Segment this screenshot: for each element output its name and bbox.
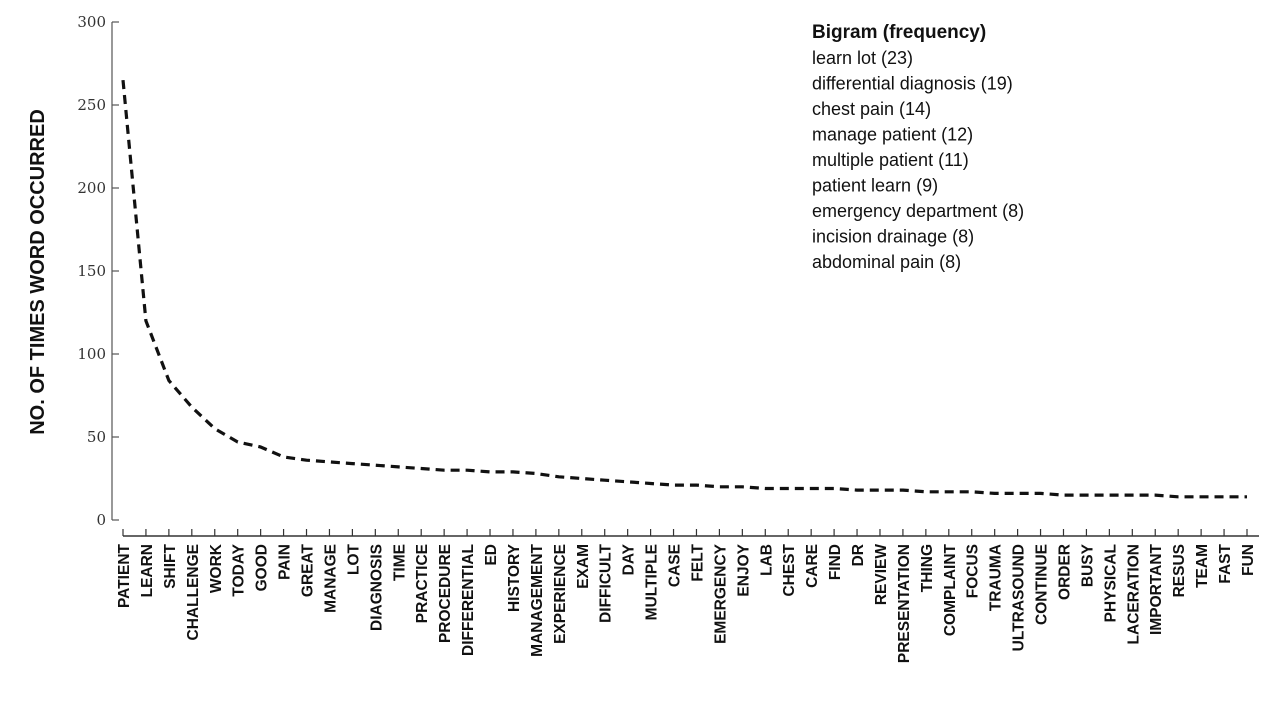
frequency-series	[121, 79, 1247, 499]
legend-item: abdominal pain (8)	[812, 252, 961, 272]
y-axis: 0 50 100 150 200 250 300	[77, 13, 119, 529]
x-tick-label: EXAM	[575, 544, 592, 589]
x-tick-label: CONTINUE	[1034, 544, 1051, 625]
x-tick-label: LAB	[758, 544, 775, 576]
x-tick-label: PRACTICE	[414, 544, 431, 623]
x-tick-label: EMERGENCY	[712, 543, 729, 644]
x-tick-label: HISTORY	[506, 543, 523, 612]
x-tick-label: CARE	[804, 544, 821, 588]
legend-item: emergency department (8)	[812, 201, 1024, 221]
y-tick-label: 100	[77, 345, 106, 363]
legend-item: multiple patient (11)	[812, 150, 969, 170]
x-tick-label: PAIN	[277, 544, 294, 580]
x-tick-label: SHIFT	[162, 543, 179, 588]
x-tick-label: PRESENTATION	[896, 544, 913, 663]
y-tick-label: 50	[87, 428, 106, 446]
frequency-line	[121, 79, 1247, 499]
x-tick-label: TEAM	[1194, 544, 1211, 588]
legend-item: patient learn (9)	[812, 176, 938, 196]
x-axis: PATIENT LEARN SHIFT CHALLENGE WORK TODAY GOOD P…	[116, 529, 1259, 663]
y-tick-label: 0	[96, 511, 106, 529]
x-tick-label: RESUS	[1171, 544, 1188, 597]
x-tick-label: FOCUS	[965, 544, 982, 598]
x-tick-label: DIFFERENTIAL	[460, 544, 477, 656]
legend-item: chest pain (14)	[812, 99, 931, 119]
x-tick-label: DAY	[621, 543, 638, 575]
x-tick-label: ULTRASOUND	[1011, 544, 1028, 651]
x-tick-label: GOOD	[254, 544, 271, 591]
x-tick-label: BUSY	[1079, 543, 1096, 587]
x-tick-label: ENJOY	[735, 543, 752, 596]
x-tick-label: DR	[850, 544, 867, 566]
x-tick-label: GREAT	[300, 543, 317, 597]
x-tick-label: IMPORTANT	[1148, 543, 1165, 635]
x-tick-label: LOT	[345, 543, 362, 575]
x-tick-label: FELT	[689, 543, 706, 581]
legend-item: differential diagnosis (19)	[812, 74, 1013, 94]
y-tick-label: 250	[77, 96, 106, 114]
x-tick-label: THING	[919, 544, 936, 592]
x-tick-label: CHALLENGE	[185, 544, 202, 640]
x-tick-label: LACERATION	[1125, 544, 1142, 644]
y-tick-label: 150	[77, 262, 106, 280]
x-tick-label: MULTIPLE	[644, 544, 661, 620]
x-tick-label: TODAY	[231, 543, 248, 596]
bigram-legend: Bigram (frequency) learn lot (23) differe…	[812, 22, 1024, 272]
x-tick-label: CHEST	[781, 543, 798, 596]
x-tick-label: PATIENT	[116, 543, 133, 608]
x-tick-label: MANAGEMENT	[529, 543, 546, 656]
x-tick-label: ED	[483, 544, 500, 566]
x-tick-label: FAST	[1217, 543, 1234, 583]
y-tick-label: 300	[77, 13, 106, 31]
legend-title: Bigram (frequency)	[812, 22, 986, 43]
x-tick-label: WORK	[208, 543, 225, 593]
x-tick-label: LEARN	[139, 544, 156, 597]
x-tick-label: COMPLAINT	[942, 543, 959, 636]
x-tick-label: TIME	[391, 544, 408, 581]
x-tick-label: MANAGE	[322, 544, 339, 613]
x-tick-label: PROCEDURE	[437, 544, 454, 643]
x-tick-label: FIND	[827, 544, 844, 580]
x-tick-label: ORDER	[1056, 544, 1073, 600]
x-tick-label: EXPERIENCE	[552, 544, 569, 644]
x-tick-label: CASE	[667, 544, 684, 587]
x-tick-label: DIFFICULT	[598, 543, 615, 622]
x-tick-label: FUN	[1240, 544, 1257, 576]
y-axis-label: NO. OF TIMES WORD OCCURRED	[27, 109, 49, 435]
legend-item: learn lot (23)	[812, 48, 913, 68]
legend-item: manage patient (12)	[812, 125, 973, 145]
x-tick-label: REVIEW	[873, 544, 890, 606]
x-tick-label: DIAGNOSIS	[368, 544, 385, 631]
x-tick-label: PHYSICAL	[1102, 544, 1119, 622]
x-tick-label: TRAUMA	[988, 544, 1005, 611]
legend-item: incision drainage (8)	[812, 227, 974, 247]
y-tick-label: 200	[77, 179, 106, 197]
